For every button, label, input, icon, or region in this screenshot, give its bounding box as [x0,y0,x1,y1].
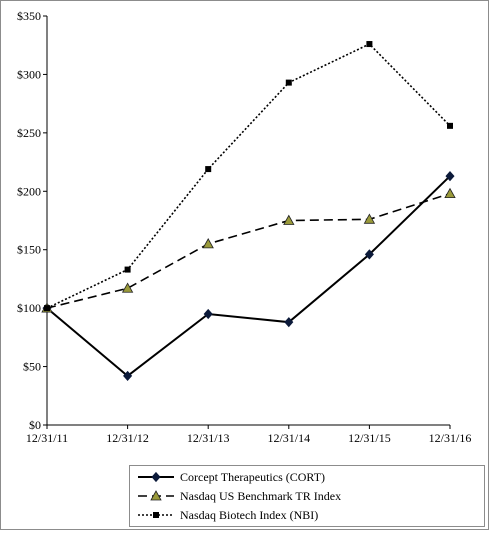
legend-label: Corcept Therapeutics (CORT) [180,470,325,484]
data-point-square [447,122,453,129]
series-2 [41,187,456,313]
data-point-square [205,166,212,173]
data-point-triangle [121,282,134,293]
y-tick-label: $250 [17,126,41,140]
series-1 [42,170,455,382]
data-point-diamond [151,471,161,483]
x-tick-label: 12/31/16 [429,431,472,445]
data-point-diamond [445,170,455,182]
data-point-triangle [150,490,162,501]
tick-labels: $0 $50 $100 $150 $200 $250 $300 $350 12/31/11 12/… [17,9,471,445]
data-point-triangle [202,238,214,249]
legend: Corcept Therapeutics (CORT) Nasdaq US Ben… [129,465,485,527]
data-point-triangle [283,214,295,225]
legend-label: Nasdaq Biotech Index (NBI) [180,508,318,522]
series-line [46,43,451,309]
data-point-square [124,266,131,273]
axes [43,15,451,429]
y-tick-label: $350 [17,9,41,23]
y-tick-label: $200 [17,184,41,198]
x-tick-label: 12/31/15 [348,431,391,445]
legend-item: Corcept Therapeutics (CORT) [138,470,325,484]
legend-label: Nasdaq US Benchmark TR Index [180,489,341,503]
data-point-triangle [444,187,456,199]
data-point-diamond [123,370,133,382]
legend-item: Nasdaq US Benchmark TR Index [138,489,341,503]
x-tick-label: 12/31/14 [267,431,310,445]
series-group [41,41,456,382]
series-line [46,175,451,378]
data-point-diamond [364,249,374,260]
data-point-square [285,79,292,86]
data-point-triangle [363,213,376,224]
x-tick-label: 12/31/11 [26,431,68,445]
y-tick-label: $100 [17,301,41,315]
series-line [46,192,451,309]
data-point-square [153,512,159,518]
x-tick-label: 12/31/13 [187,431,230,445]
legend-item: Nasdaq Biotech Index (NBI) [138,508,318,522]
data-point-diamond [203,308,213,320]
y-tick-label: $0 [29,418,41,432]
series-3 [44,41,453,312]
y-tick-label: $150 [17,243,41,257]
data-point-diamond [284,317,294,328]
data-point-square [366,41,373,48]
y-tick-label: $50 [23,360,41,374]
x-tick-label: 12/31/12 [106,431,149,445]
data-point-square [44,305,50,312]
y-tick-label: $300 [17,67,41,81]
